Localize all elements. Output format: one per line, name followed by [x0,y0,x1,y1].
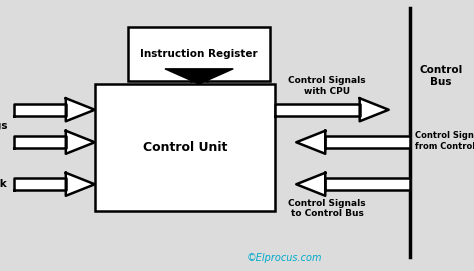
Polygon shape [165,69,233,84]
Text: Instruction Register: Instruction Register [140,49,258,59]
Polygon shape [14,104,66,116]
Text: Control Signals
with CPU: Control Signals with CPU [288,76,366,96]
Polygon shape [66,173,95,196]
Text: Control Signals
from Control Bus: Control Signals from Control Bus [415,131,474,151]
Text: Control Signals
to Control Bus: Control Signals to Control Bus [288,198,366,218]
Polygon shape [296,173,325,196]
FancyBboxPatch shape [95,84,275,211]
Polygon shape [14,136,66,148]
Polygon shape [325,178,410,190]
Text: Control
Bus: Control Bus [419,65,463,87]
Polygon shape [360,98,389,121]
Text: Clock: Clock [0,179,7,189]
Polygon shape [325,136,410,148]
Polygon shape [275,104,360,116]
Polygon shape [14,178,66,190]
Polygon shape [296,131,325,154]
Polygon shape [66,98,95,121]
Text: Control Unit: Control Unit [143,141,227,154]
Polygon shape [66,131,95,154]
Text: ©Elprocus.com: ©Elprocus.com [246,253,322,263]
FancyBboxPatch shape [128,27,270,81]
Text: Flags: Flags [0,121,7,131]
